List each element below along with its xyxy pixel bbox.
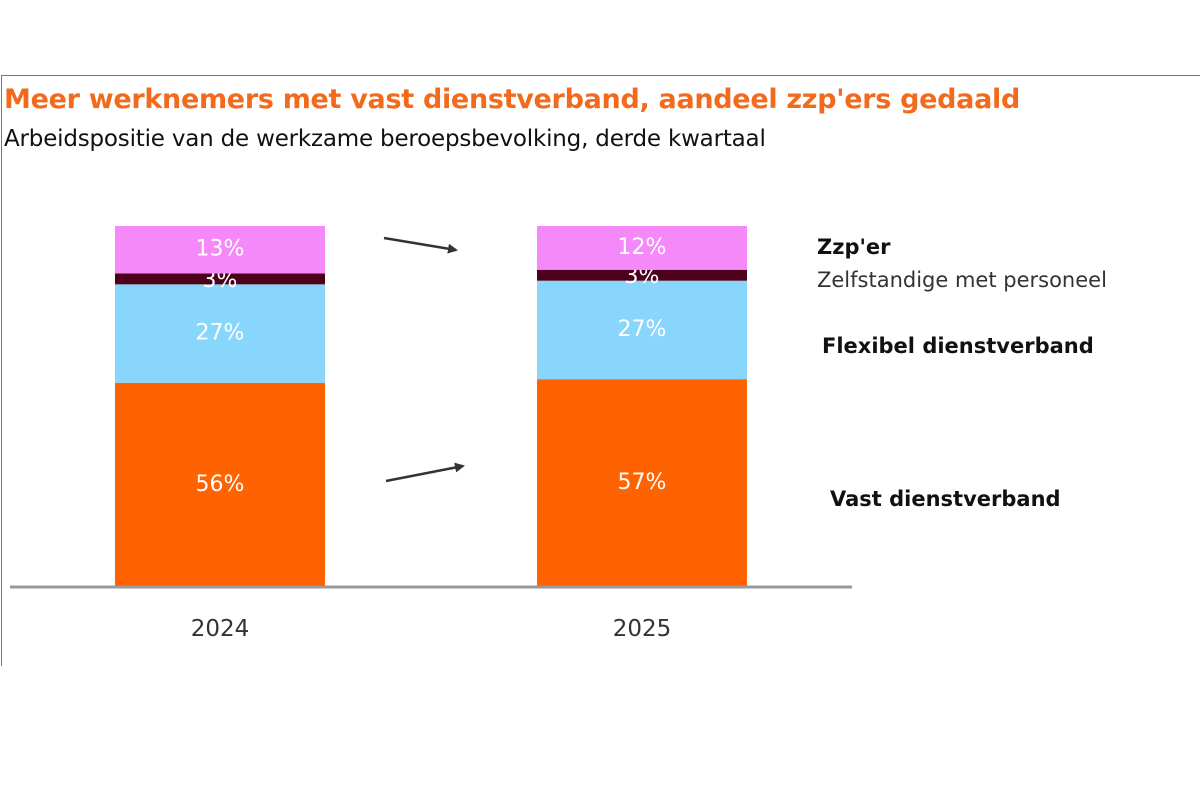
chart-frame <box>1 75 1200 666</box>
x-tick-2024: 2024 <box>191 616 250 642</box>
data-label-2025-1: 27% <box>618 317 667 342</box>
chart-subtitle: Arbeidspositie van de werkzame beroepsbe… <box>4 126 766 152</box>
bar-segment-2024-1 <box>115 284 325 383</box>
bar-segment-2025-1 <box>537 280 747 380</box>
data-label-2025-3: 12% <box>618 235 667 260</box>
bar-segment-2025-0 <box>537 379 747 587</box>
arrow-up-icon <box>385 462 465 483</box>
arrow-down-icon <box>383 236 458 254</box>
bar-segment-2025-2 <box>537 269 747 281</box>
data-label-2024-1: 27% <box>196 321 245 346</box>
data-label-2024-0: 56% <box>196 472 245 497</box>
x-tick-2025: 2025 <box>613 616 672 642</box>
legend-flexibel: Flexibel dienstverband <box>822 334 1094 358</box>
legend-zzp: Zzp'er <box>817 235 891 259</box>
data-label-2024-3: 13% <box>196 237 245 262</box>
bar-segment-2025-3 <box>537 226 747 270</box>
chart-title: Meer werknemers met vast dienstverband, … <box>4 84 1020 115</box>
legend-vast: Vast dienstverband <box>830 487 1061 511</box>
data-label-2025-0: 57% <box>618 470 667 495</box>
legend-zelfstandige: Zelfstandige met personeel <box>817 268 1107 292</box>
bar-segment-2024-2 <box>115 273 325 285</box>
bar-segment-2024-3 <box>115 226 325 274</box>
bar-segment-2024-0 <box>115 382 325 587</box>
